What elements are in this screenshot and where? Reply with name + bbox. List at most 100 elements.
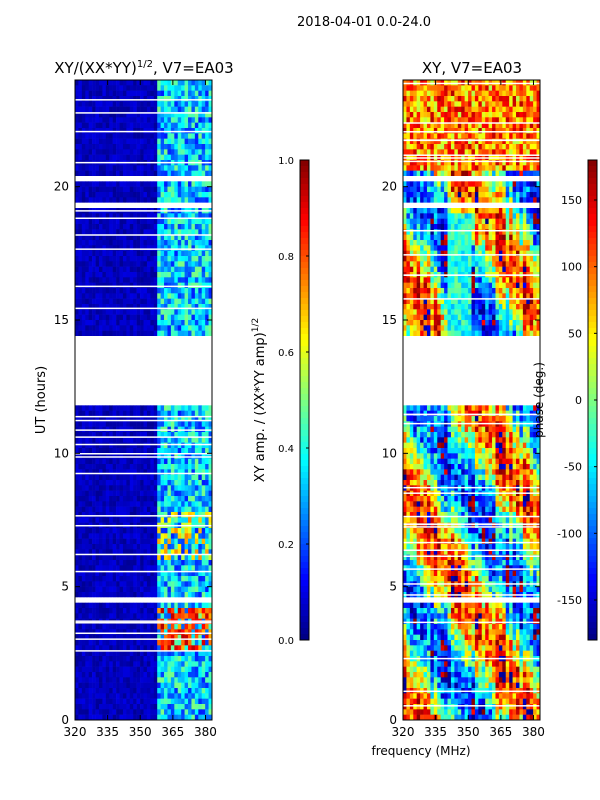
amplitude-cell [126,469,131,475]
amplitude-cell [119,597,124,603]
amplitude-cell [85,218,89,225]
amplitude-cell [88,314,93,321]
amplitude-cell [184,96,189,102]
amplitude-cell [208,256,213,262]
amplitude-cell [102,368,107,374]
amplitude-cell [78,144,83,150]
amplitude-cell [133,341,137,347]
amplitude-cell [102,85,107,91]
amplitude-cell [181,85,185,91]
amplitude-cell [167,330,172,337]
amplitude-cell [143,464,148,470]
amplitude-cell [198,410,203,417]
figure-title: 2018-04-01 0.0-24.0 [297,15,431,30]
amplitude-cell [105,485,110,491]
amplitude-cell [191,192,196,198]
amplitude-cell [194,570,199,577]
amplitude-cell [194,90,199,97]
amplitude-cell [184,640,189,646]
amplitude-cell [188,597,192,603]
amplitude-cell [140,688,144,694]
amplitude-cell [102,373,107,379]
amplitude-cell [112,373,117,379]
amplitude-x-tick-label: 350 [129,725,152,739]
amplitude-cell [133,240,137,246]
amplitude-cell [81,597,86,603]
amplitude-cell [136,309,141,315]
amplitude-cell [160,645,165,651]
amplitude-cell [88,85,93,91]
amplitude-cell [116,346,120,353]
amplitude-cell [102,517,107,523]
amplitude-cell [174,437,179,443]
amplitude-cell [102,586,107,593]
amplitude-cell [92,528,96,534]
amplitude-cell [102,565,107,571]
amplitude-cell [75,672,79,678]
amplitude-cell [188,538,192,545]
amplitude-cell [157,352,161,358]
amplitude-cell [126,613,131,619]
amplitude-y-tick-label: 15 [54,313,69,327]
amplitude-cell [112,85,117,91]
amplitude-cell [191,282,196,289]
amplitude-cell [119,117,124,123]
amplitude-cell [143,656,148,662]
amplitude-cell [102,576,107,582]
amplitude-cell [198,80,203,86]
amplitude-cell [85,320,89,326]
amplitude-cell [136,304,141,310]
amplitude-cell [116,661,120,667]
amplitude-cell [146,613,151,619]
amplitude-cell [191,112,196,118]
amplitude-cell [81,330,86,337]
amplitude-cell [88,576,93,582]
amplitude-cell [81,549,86,555]
amplitude-cell [102,176,107,182]
amplitude-cell [157,666,161,673]
amplitude-cell [170,677,175,683]
amplitude-cell [112,480,117,486]
amplitude-cell [188,645,192,651]
amplitude-cell [164,554,168,561]
amplitude-cell [136,709,141,715]
amplitude-cell [146,90,151,97]
amplitude-cell [102,640,107,646]
amplitude-cell [167,256,172,262]
amplitude-cell [85,298,89,305]
amplitude-flagged-line [75,553,212,556]
amplitude-cell [92,293,96,299]
amplitude-cell [95,709,100,715]
amplitude-cell [150,202,155,209]
amplitude-cell [102,645,107,651]
amplitude-cell [181,490,185,497]
amplitude-cell [191,170,196,177]
amplitude-cell [136,528,141,534]
amplitude-cell [170,698,175,705]
amplitude-cell [184,234,189,241]
amplitude-cell [102,117,107,123]
amplitude-cell [143,128,148,134]
amplitude-cell [136,384,141,390]
amplitude-colorbar-segment [300,304,309,311]
amplitude-cell [136,464,141,470]
amplitude-flagged-line [75,161,212,164]
amplitude-cell [160,666,165,673]
amplitude-cell [208,629,213,635]
amplitude-cell [119,448,124,454]
amplitude-cell [177,101,182,107]
amplitude-colorbar-segment [300,190,309,197]
amplitude-cell [122,144,127,150]
amplitude-cell [194,213,199,219]
amplitude-cell [194,170,199,177]
amplitude-cell [153,549,158,555]
amplitude-cell [116,453,120,459]
amplitude-cell [105,384,110,390]
amplitude-cell [164,517,168,523]
amplitude-cell [105,181,110,187]
amplitude-cell [133,570,137,577]
amplitude-flagged-line [75,456,212,458]
amplitude-cell [191,309,196,315]
amplitude-cell [75,629,79,635]
amplitude-cell [81,565,86,571]
